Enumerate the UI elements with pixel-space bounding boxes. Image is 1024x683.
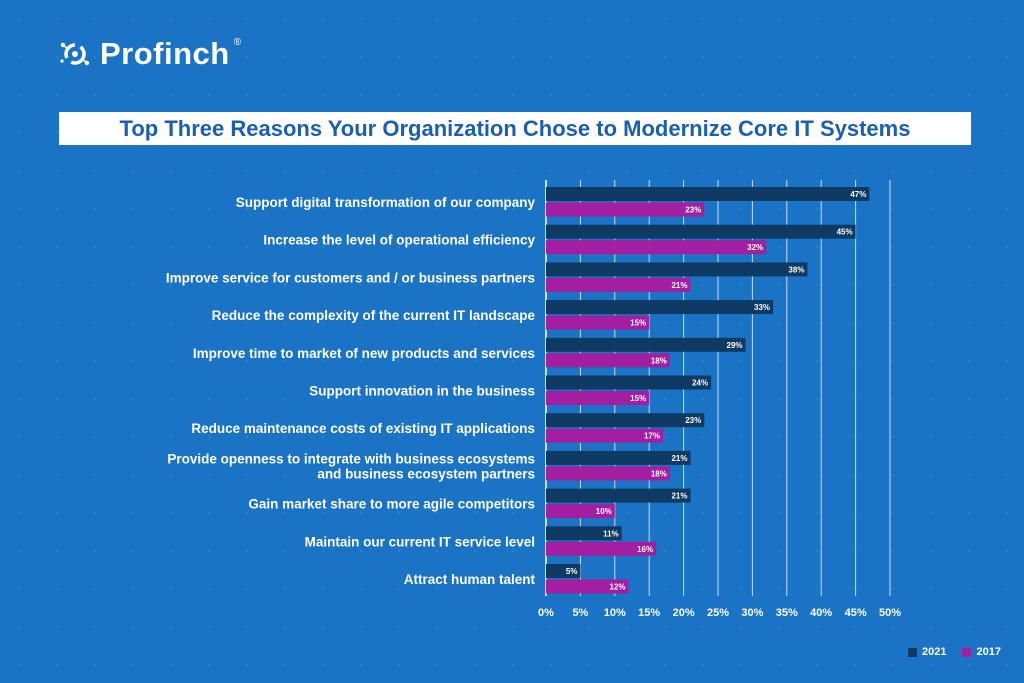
bar-value-label: 21% [671,281,687,290]
bar-2017 [546,504,615,519]
x-tick-label: 20% [673,607,695,619]
bar-2017 [546,391,650,405]
x-tick-label: 40% [810,607,832,619]
legend-label-2017: 2017 [976,646,1001,658]
x-tick-label: 25% [707,607,729,619]
legend-swatch-2021 [908,647,917,657]
category-label: Support innovation in the business [309,384,535,399]
bar-2017 [546,541,657,556]
bar-value-label: 5% [566,567,578,576]
category-label: Reduce maintenance costs of existing IT … [191,421,535,436]
category-label: Improve service for customers and / or b… [166,270,535,285]
category-label: Provide openness to integrate with busin… [167,451,535,466]
x-tick-label: 35% [776,607,798,619]
bar-value-label: 15% [630,319,646,328]
legend-item-2021: 2021 [908,646,946,658]
bar-value-label: 23% [685,206,701,215]
legend-label-2021: 2021 [922,646,947,658]
bar-value-label: 21% [671,454,687,463]
bar-value-label: 18% [651,356,667,365]
x-tick-label: 0% [538,607,554,619]
x-tick-label: 5% [572,607,588,619]
bar-2021 [546,187,870,201]
bar-2021 [546,413,705,428]
bar-value-label: 29% [727,341,743,350]
bar-2021 [546,262,808,277]
category-label: Improve time to market of new products a… [193,346,535,361]
bar-value-label: 23% [685,416,701,425]
bar-2021 [546,450,691,465]
category-label: Maintain our current IT service level [305,534,535,549]
category-label: Attract human talent [404,572,536,587]
bar-2017 [546,579,629,594]
bar-2021 [546,300,774,315]
bar-2021 [546,375,712,390]
category-label: Reduce the complexity of the current IT … [212,308,536,323]
bar-2017 [546,240,767,255]
bar-2021 [546,526,622,541]
bar-2017 [546,202,705,217]
category-label: Support digital transformation of our co… [236,195,536,210]
bar-2021 [546,488,691,503]
bar-value-label: 18% [651,469,667,478]
registered-mark: ® [233,36,242,48]
bar-value-label: 24% [692,379,708,388]
bar-2017 [546,466,670,481]
bar-value-label: 47% [850,190,866,199]
x-tick-label: 10% [604,607,626,619]
chart-title-box: Top Three Reasons Your Organization Chos… [59,112,971,145]
brand-logo: Profinch ® [58,36,241,72]
profinch-logo-icon [60,42,90,66]
bar-2017 [546,428,663,443]
category-label: and business ecosystem partners [317,466,535,481]
bar-value-label: 17% [644,432,660,441]
brand-name: Profinch [100,36,230,71]
chart-title: Top Three Reasons Your Organization Chos… [119,115,911,141]
bar-value-label: 15% [630,394,646,403]
category-label: Increase the level of operational effici… [263,233,535,248]
x-tick-label: 15% [638,607,660,619]
bar-value-label: 32% [747,243,763,252]
bar-value-label: 16% [637,545,653,554]
x-tick-label: 30% [741,607,763,619]
bar-value-label: 33% [754,303,770,312]
bar-value-label: 21% [671,492,687,501]
bar-value-label: 10% [596,507,612,516]
bar-value-label: 38% [788,265,804,274]
bar-2021 [546,564,581,578]
legend-item-2017: 2017 [962,646,1001,658]
bar-value-label: 45% [837,228,853,237]
x-tick-label: 50% [879,607,901,619]
bar-2017 [546,315,650,330]
bar-2021 [546,224,856,239]
legend: 2021 2017 [908,646,1011,658]
bar-value-label: 12% [610,583,626,592]
bar-value-label: 11% [603,529,619,538]
legend-swatch-2017 [962,647,972,657]
category-label: Gain market share to more agile competit… [248,497,535,512]
x-tick-label: 45% [845,607,867,619]
bar-2021 [546,337,746,352]
bar-2017 [546,277,691,292]
bar-2017 [546,353,670,368]
